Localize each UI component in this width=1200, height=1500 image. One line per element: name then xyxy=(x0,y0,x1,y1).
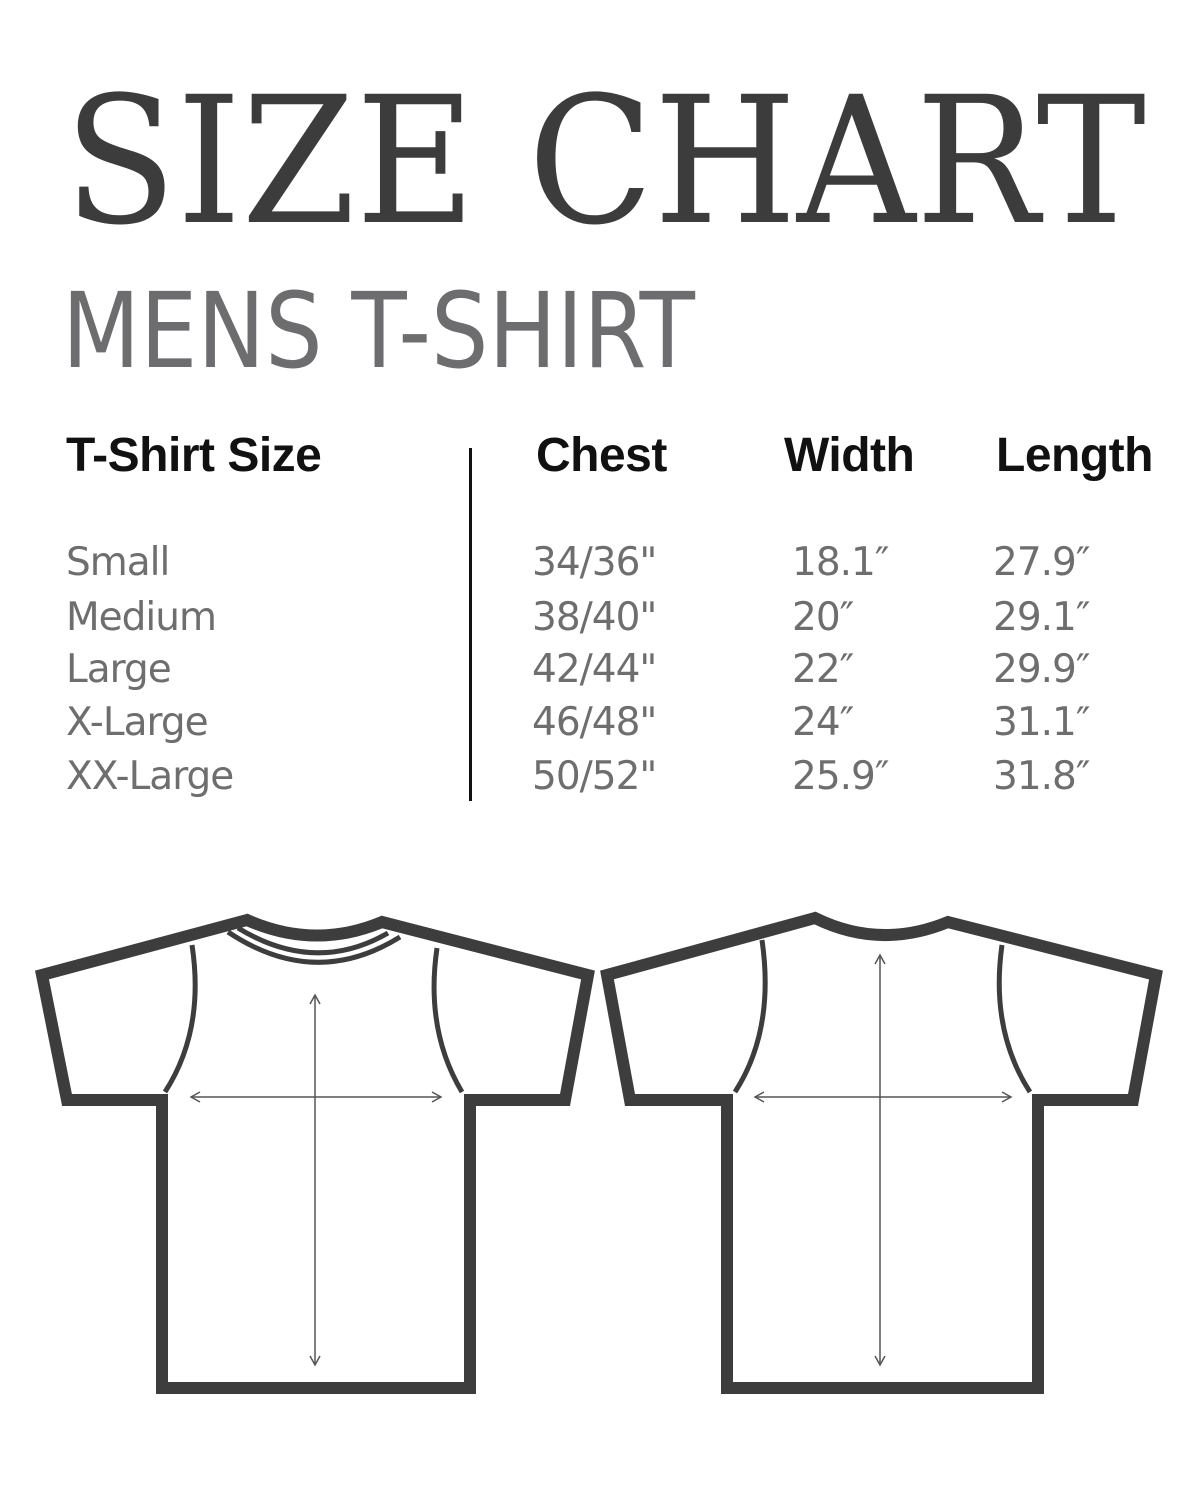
header-length: Length xyxy=(996,429,1153,482)
cell-size: Small xyxy=(66,540,170,585)
header-width: Width xyxy=(784,429,915,482)
length-arrow xyxy=(309,993,321,1367)
page-subtitle: MENS T-SHIRT xyxy=(62,270,695,392)
page-title: SIZE CHART xyxy=(64,59,1146,264)
cell-length: 31.8″ xyxy=(993,754,1090,799)
cell-chest: 34/36" xyxy=(532,540,657,585)
cell-width: 20″ xyxy=(792,595,854,640)
cell-width: 24″ xyxy=(792,700,854,745)
cell-length: 29.9″ xyxy=(993,647,1090,692)
cell-chest: 46/48" xyxy=(532,700,657,745)
cell-chest: 38/40" xyxy=(532,595,657,640)
cell-width: 18.1″ xyxy=(792,540,889,585)
header-size: T-Shirt Size xyxy=(66,429,322,482)
cell-size: Medium xyxy=(66,595,217,640)
cell-chest: 50/52" xyxy=(532,754,657,799)
t-shirt-front-icon xyxy=(35,913,595,1394)
cell-chest: 42/44" xyxy=(532,647,657,692)
length-arrow xyxy=(874,953,886,1367)
chest-width-arrow xyxy=(753,1091,1013,1103)
header-chest: Chest xyxy=(536,429,667,482)
cell-size: XX-Large xyxy=(66,754,234,799)
cell-length: 27.9″ xyxy=(993,540,1090,585)
cell-width: 25.9″ xyxy=(792,754,889,799)
cell-length: 31.1″ xyxy=(993,700,1090,745)
column-divider xyxy=(469,448,472,801)
cell-size: X-Large xyxy=(66,700,209,745)
cell-length: 29.1″ xyxy=(993,595,1090,640)
title-area: SIZE CHART MENS T-SHIRT xyxy=(62,59,1146,392)
chest-width-arrow xyxy=(189,1091,443,1103)
cell-size: Large xyxy=(66,647,172,692)
cell-width: 22″ xyxy=(792,647,854,692)
t-shirt-back-icon xyxy=(600,911,1163,1394)
